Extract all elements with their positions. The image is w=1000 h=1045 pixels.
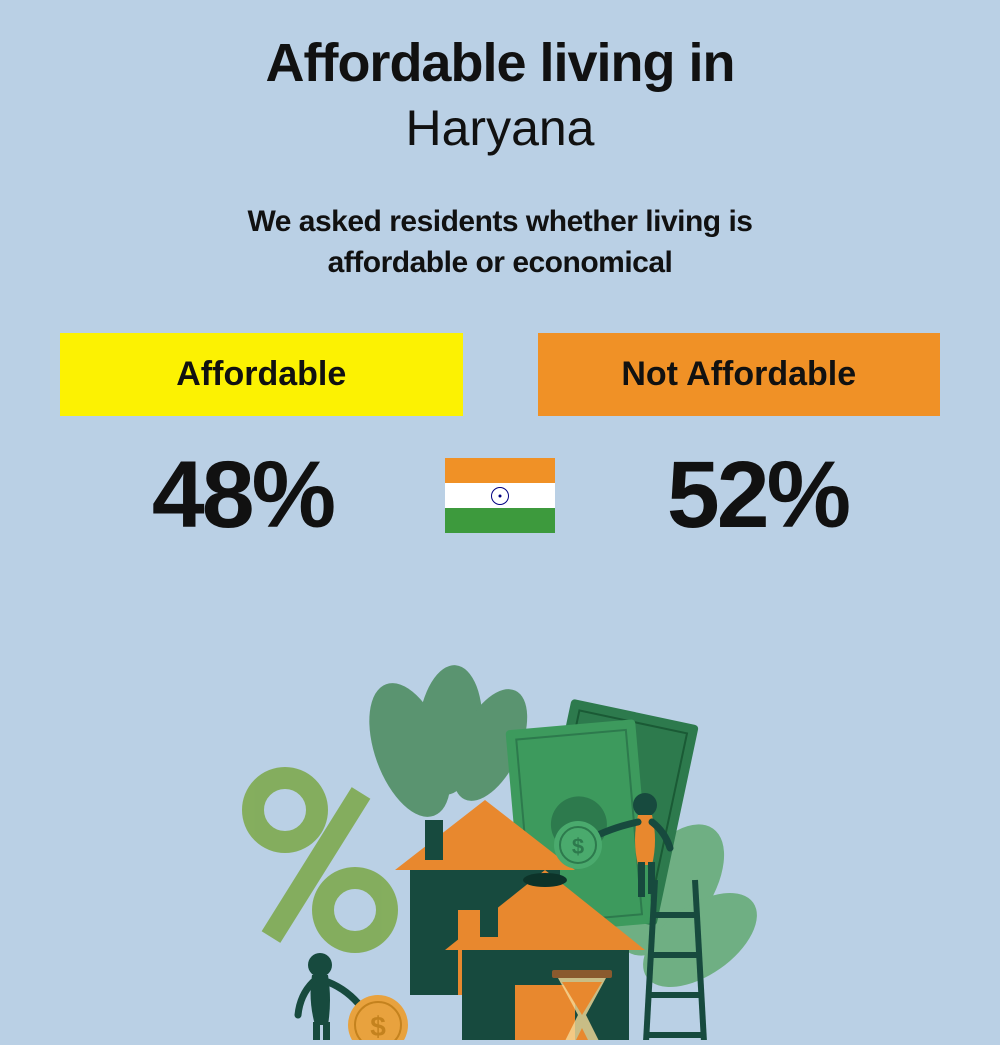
- housing-illustration: $ $: [200, 660, 800, 1040]
- not-affordable-percentage: 52%: [575, 441, 940, 550]
- labels-row: Affordable Not Affordable: [0, 333, 1000, 416]
- description-text: We asked residents whether living isaffo…: [0, 202, 1000, 283]
- coin-icon: $: [554, 821, 602, 869]
- india-flag-icon: [445, 458, 555, 533]
- flag-white-stripe: [445, 483, 555, 508]
- not-affordable-label: Not Affordable: [538, 333, 941, 416]
- svg-text:$: $: [370, 1011, 386, 1040]
- percent-icon: [253, 778, 387, 943]
- affordable-percentage: 48%: [60, 441, 425, 550]
- affordable-label: Affordable: [60, 333, 463, 416]
- flag-green-stripe: [445, 508, 555, 533]
- svg-text:$: $: [572, 834, 584, 859]
- flag-chakra-icon: [491, 487, 509, 505]
- percentages-row: 48% 52%: [0, 441, 1000, 550]
- title-main: Affordable living in: [0, 0, 1000, 94]
- flag-saffron-stripe: [445, 458, 555, 483]
- title-sub: Haryana: [0, 99, 1000, 157]
